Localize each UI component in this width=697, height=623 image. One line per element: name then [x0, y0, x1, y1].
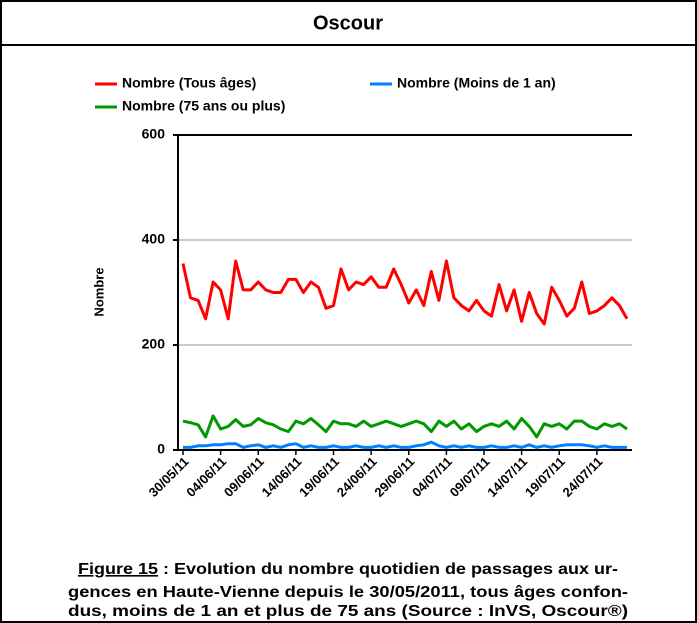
y-tick-label: 0 — [157, 441, 165, 457]
y-tick-label: 400 — [142, 231, 166, 247]
series-line — [181, 259, 629, 326]
caption-line: gences en Haute-Vienne depuis le 30/05/2… — [68, 584, 628, 601]
series-line — [182, 414, 628, 439]
caption-line: Figure 15 : Evolution du nombre quotidie… — [78, 561, 618, 578]
y-tick-label: 600 — [142, 126, 166, 142]
header-title: Oscour — [313, 12, 383, 34]
caption-label: Figure 15 — [78, 561, 158, 578]
y-tick-label: 200 — [142, 336, 166, 352]
caption-text: : Evolution du nombre quotidien de passa… — [158, 561, 618, 578]
legend-label: Nombre (Moins de 1 an) — [397, 75, 556, 91]
legend-label: Nombre (75 ans ou plus) — [122, 98, 285, 114]
legend-label: Nombre (Tous âges) — [122, 75, 256, 91]
y-axis-label: Nombre — [91, 267, 106, 316]
series-line — [183, 440, 627, 449]
caption-line: dus, moins de 1 an et plus de 75 ans (So… — [68, 603, 628, 620]
